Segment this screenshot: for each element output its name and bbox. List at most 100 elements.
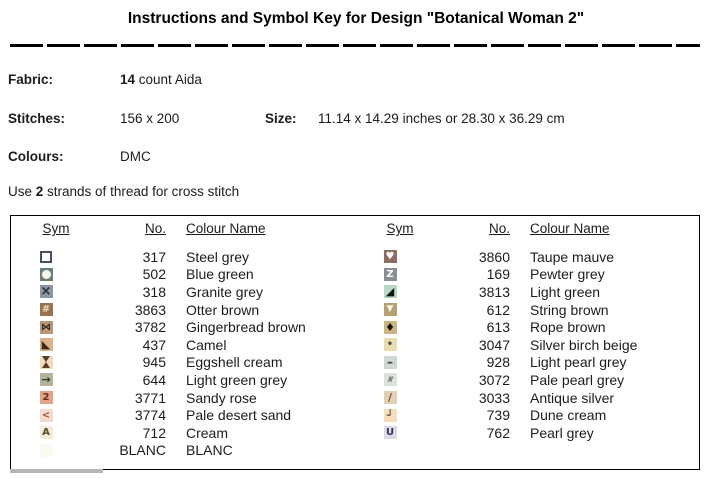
fabric-line: Fabric: 14 count Aida [0, 72, 712, 89]
thread-number: 502 [142, 266, 166, 283]
colour-name: Antique silver [530, 389, 615, 406]
colour-name: Gingerbread brown [186, 319, 306, 336]
key-row: BLANC BLANC [11, 442, 355, 460]
key-row: 502 Blue green [11, 266, 355, 284]
symbol-swatch: × [39, 285, 53, 299]
symbol-swatch: ♥ [383, 250, 397, 264]
symbol-swatch: 2 [39, 391, 53, 405]
colour-name: Pale desert sand [186, 407, 292, 424]
colour-name: Light pearl grey [530, 354, 627, 371]
thread-number: 712 [142, 424, 166, 441]
colour-name: Camel [186, 336, 227, 353]
colour-name: BLANC [186, 442, 233, 459]
triangle-down-icon: ▼ [386, 304, 394, 315]
key-row: U 762 Pearl grey [355, 424, 699, 442]
symbol-swatch: ♦ [383, 320, 397, 334]
triangle-lower-right-icon: ◢ [385, 285, 395, 299]
symbol-swatch: / [383, 391, 397, 405]
key-row: /// 3072 Pale pearl grey [355, 371, 699, 389]
colour-name: Light green [530, 283, 601, 300]
thread-number: 945 [142, 354, 166, 371]
key-row: A 712 Cream [11, 424, 355, 442]
arrow-right-icon: → [41, 373, 51, 387]
triangle-lower-left-icon: ◣ [41, 338, 51, 352]
thread-number: 612 [486, 301, 510, 318]
fabric-value: 14 count Aida [120, 72, 202, 87]
symbol-swatch: < [39, 408, 53, 422]
symbol-swatch: → [39, 373, 53, 387]
page-title: Instructions and Symbol Key for Design "… [127, 10, 585, 27]
diamond-icon: ♦ [385, 320, 395, 334]
colours-line: Colours: DMC [0, 149, 712, 166]
key-row: – 928 Light pearl grey [355, 354, 699, 372]
triple-slash-icon: /// [387, 375, 393, 384]
key-row: / 3033 Antique silver [355, 389, 699, 407]
dash-icon: – [387, 355, 393, 369]
stitches-line: Stitches: 156 x 200 Size: 11.14 x 14.29 … [0, 111, 712, 128]
thread-number: 317 [142, 248, 166, 265]
colour-name: String brown [530, 301, 609, 318]
header-colour-name: Colour Name [530, 221, 610, 236]
key-rows-left: 317 Steel grey 502 Blue green × 318 Granite gr… [11, 248, 355, 459]
symbol-swatch: # [39, 303, 53, 317]
stitches-value: 156 x 200 [120, 111, 180, 126]
thread-number: 644 [142, 371, 166, 388]
size-value: 11.14 x 14.29 inches or 28.30 x 36.29 cm [318, 111, 565, 126]
header-no: No. [144, 221, 166, 236]
sharp-icon: # [42, 304, 50, 316]
symbol-key-table: Sym No. Colour Name 317 Steel grey 502 Blue… [10, 215, 700, 470]
thread-number: 739 [486, 407, 510, 424]
thread-number: 3782 [134, 319, 166, 336]
colour-name: Blue green [186, 266, 254, 283]
header-colour-name: Colour Name [186, 221, 266, 236]
thread-number: 3047 [478, 336, 510, 353]
key-row: 2 3771 Sandy rose [11, 389, 355, 407]
key-row: ♥ 3860 Taupe mauve [355, 248, 699, 266]
key-row: Z 169 Pewter grey [355, 266, 699, 284]
key-row: ♦ 613 Rope brown [355, 318, 699, 336]
key-header-left: Sym No. Colour Name [11, 221, 355, 236]
key-row: 317 Steel grey [11, 248, 355, 266]
corner-icon: ┘ [386, 408, 394, 422]
symbol-swatch [39, 250, 53, 264]
symbol-swatch: Z [383, 267, 397, 281]
colour-name: Rope brown [530, 319, 606, 336]
less-than-icon: < [41, 409, 51, 421]
colour-name: Pearl grey [530, 424, 594, 441]
key-row: <3774 Pale desert sand [11, 406, 355, 424]
letter-z-icon: Z [386, 268, 394, 280]
title-divider [10, 44, 700, 47]
key-row: ◣ 437 Camel [11, 336, 355, 354]
colour-name: Taupe mauve [530, 248, 615, 265]
header-no: No. [488, 221, 510, 236]
key-row: ┘ 739 Dune cream [355, 406, 699, 424]
x-icon: × [40, 285, 52, 299]
digit-2-icon: 2 [42, 392, 50, 404]
key-row: #3863 Otter brown [11, 301, 355, 319]
thread-number: 3072 [478, 371, 510, 388]
key-rows-right: ♥ 3860 Taupe mauve Z 169 Pewter grey ◢ 3813 Ligh… [355, 248, 699, 442]
symbol-swatch: U [383, 426, 397, 440]
thread-number: 437 [142, 336, 166, 353]
colour-name: Silver birch beige [530, 336, 638, 353]
colour-name: Pale pearl grey [530, 371, 625, 388]
colour-name: Cream [186, 424, 229, 441]
symbol-swatch: /// [383, 373, 397, 387]
symbol-swatch: ◢ [383, 285, 397, 299]
strands-note: Use 2 strands of thread for cross stitch [8, 184, 240, 199]
key-row: ▼ 612 String brown [355, 301, 699, 319]
thread-number: BLANC [119, 442, 166, 459]
key-row: ⋈ 3782 Gingerbread brown [11, 318, 355, 336]
colours-label: Colours: [8, 149, 64, 164]
key-row: 945 Eggshell cream [11, 354, 355, 372]
symbol-swatch [39, 443, 53, 457]
colour-name: Eggshell cream [186, 354, 283, 371]
key-row: × 318 Granite grey [11, 283, 355, 301]
symbol-swatch: – [383, 355, 397, 369]
header-sym: Sym [386, 221, 414, 236]
square-outline-icon [40, 250, 52, 263]
colours-value: DMC [120, 149, 151, 164]
thread-number: 3813 [478, 283, 510, 300]
thread-number: 3771 [134, 389, 166, 406]
